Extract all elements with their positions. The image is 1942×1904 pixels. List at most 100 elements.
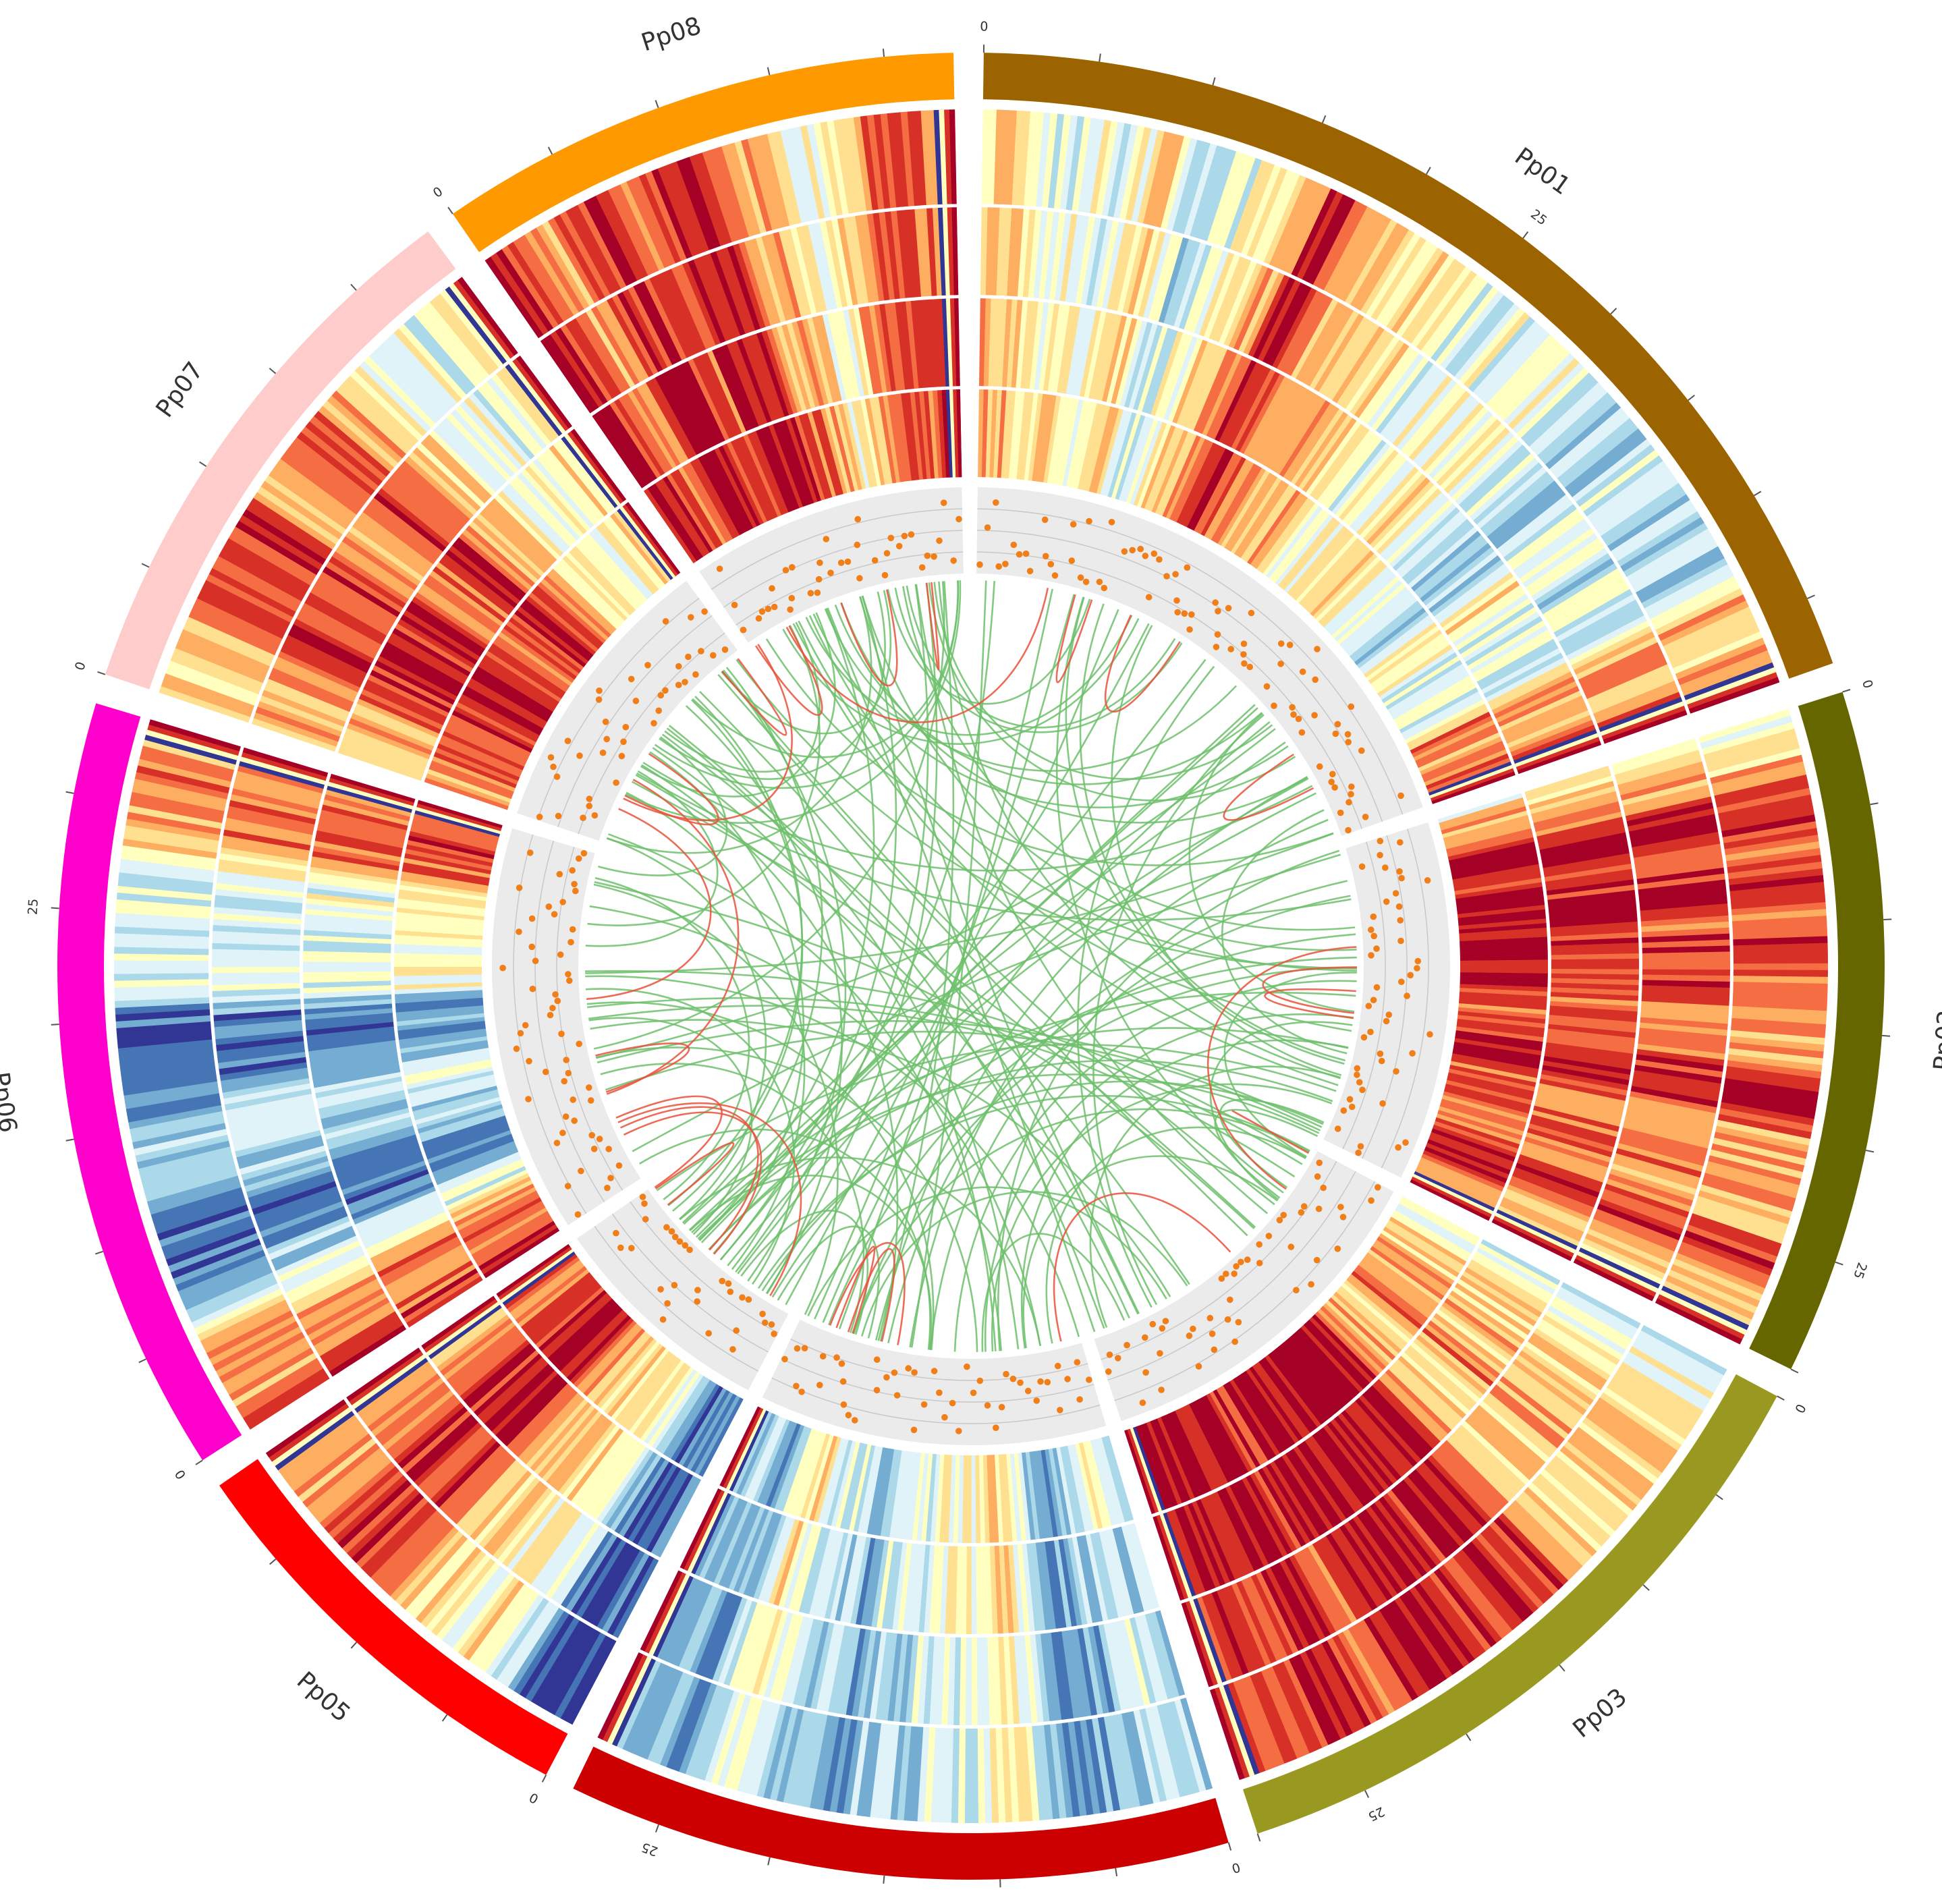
heatmap-bin [446, 722, 528, 764]
heatmap-bin [1103, 411, 1133, 497]
heatmap-bin [1476, 466, 1547, 529]
data-point [1215, 608, 1221, 615]
heatmap-bin [338, 1152, 423, 1185]
heatmap-bin [1236, 1580, 1277, 1664]
heatmap-bin [384, 641, 464, 689]
heatmap-bin [1129, 1617, 1157, 1704]
data-point [1238, 1258, 1244, 1266]
heatmap-bin [550, 331, 604, 408]
data-point [1395, 1144, 1402, 1151]
tick-mark [882, 49, 885, 57]
heatmap-bin [958, 1728, 966, 1823]
heatmap-bin [769, 1613, 798, 1700]
heatmap-bin [468, 677, 547, 725]
heatmap-bin [1448, 841, 1536, 865]
heatmap-bin [241, 752, 327, 781]
heatmap-bin [566, 1315, 632, 1381]
heatmap-bin [1345, 336, 1400, 412]
heatmap-bin [1503, 504, 1578, 562]
heatmap-bin [1216, 1387, 1265, 1465]
data-point [1158, 1387, 1165, 1393]
heatmap-bin [1547, 1024, 1636, 1038]
heatmap-bin [1247, 490, 1301, 565]
heatmap-bin [900, 111, 915, 206]
heatmap-bin [1400, 383, 1462, 454]
heatmap-bin [1348, 1403, 1410, 1474]
heatmap-bin [714, 447, 757, 528]
heatmap-bin [508, 361, 566, 434]
heatmap-bin [1582, 653, 1665, 695]
heatmap-bin [1457, 1018, 1545, 1033]
heatmap-bin [404, 1055, 491, 1076]
heatmap-bin [670, 161, 710, 252]
heatmap-bin [1206, 1393, 1252, 1472]
heatmap-bin [655, 273, 697, 356]
heatmap-bin [257, 700, 342, 737]
heatmap-bin [704, 1498, 744, 1581]
heatmap-bin [457, 1576, 520, 1657]
heatmap-bin [1447, 1294, 1522, 1349]
heatmap-bin [518, 1393, 582, 1461]
heatmap-bin [1402, 519, 1471, 582]
heatmap-bin [1532, 1478, 1607, 1547]
heatmap-bin [1548, 1459, 1624, 1527]
heatmap-bin [194, 1288, 283, 1335]
heatmap-bin [400, 614, 478, 665]
heatmap-bin [1511, 725, 1597, 761]
inter-link [691, 1027, 1349, 1233]
heatmap-bin [1634, 1065, 1722, 1084]
heatmap-bin [1476, 1247, 1555, 1295]
heatmap-bin [1286, 296, 1333, 376]
heatmap-bin [1460, 955, 1548, 961]
heatmap-bin [1319, 316, 1370, 395]
heatmap-bin [723, 1600, 758, 1686]
heatmap-bin [306, 1026, 395, 1041]
inter-link [827, 607, 1096, 1333]
heatmap-bin [1022, 1544, 1035, 1632]
heatmap-bin [721, 247, 756, 333]
heatmap-bin [213, 912, 302, 925]
heatmap-bin [876, 1540, 894, 1629]
heatmap-bin [1251, 381, 1299, 461]
heatmap-bin [987, 1637, 996, 1725]
heatmap-bin [1474, 1251, 1553, 1299]
heatmap-bin [394, 966, 482, 972]
heatmap-bin [553, 214, 605, 300]
heatmap-bin [1331, 1294, 1399, 1357]
data-point [650, 720, 657, 727]
tick-mark [1688, 394, 1695, 401]
heatmap-bin [739, 436, 778, 519]
heatmap-bin [908, 1544, 921, 1632]
heatmap-bin [291, 1264, 372, 1309]
heatmap-bin [1497, 1513, 1569, 1586]
heatmap-bin [1374, 1499, 1432, 1573]
heatmap-bin [170, 654, 261, 695]
heatmap-bin [1523, 1486, 1597, 1557]
heatmap-bin [1633, 843, 1721, 864]
heatmap-bin [1723, 1084, 1818, 1106]
heatmap-bin [1696, 1196, 1788, 1231]
heatmap-bin [1528, 781, 1615, 810]
data-point [1359, 1086, 1366, 1094]
heatmap-bin [1310, 424, 1366, 498]
heatmap-bin [1729, 1036, 1825, 1053]
heatmap-bin [573, 1320, 637, 1388]
heatmap-bin [1588, 1223, 1673, 1263]
heatmap-bin [796, 226, 822, 313]
heatmap-bin [222, 835, 310, 856]
chromosome-label-pp05: Pp05 [292, 1667, 356, 1728]
heatmap-bin [501, 627, 575, 683]
heatmap-bin [949, 109, 957, 204]
heatmap-bin [1207, 461, 1254, 540]
heatmap-bin [262, 1206, 346, 1243]
heatmap-bin [238, 760, 325, 789]
heatmap-bin [1616, 1367, 1700, 1423]
heatmap-bin [1434, 563, 1508, 621]
heatmap-bin [1582, 1238, 1665, 1280]
heatmap-bin [632, 176, 676, 266]
data-point [662, 687, 669, 694]
heatmap-bin [578, 539, 642, 608]
heatmap-bin [1548, 900, 1636, 914]
heatmap-bin [242, 1155, 329, 1187]
data-point [1195, 1363, 1202, 1370]
